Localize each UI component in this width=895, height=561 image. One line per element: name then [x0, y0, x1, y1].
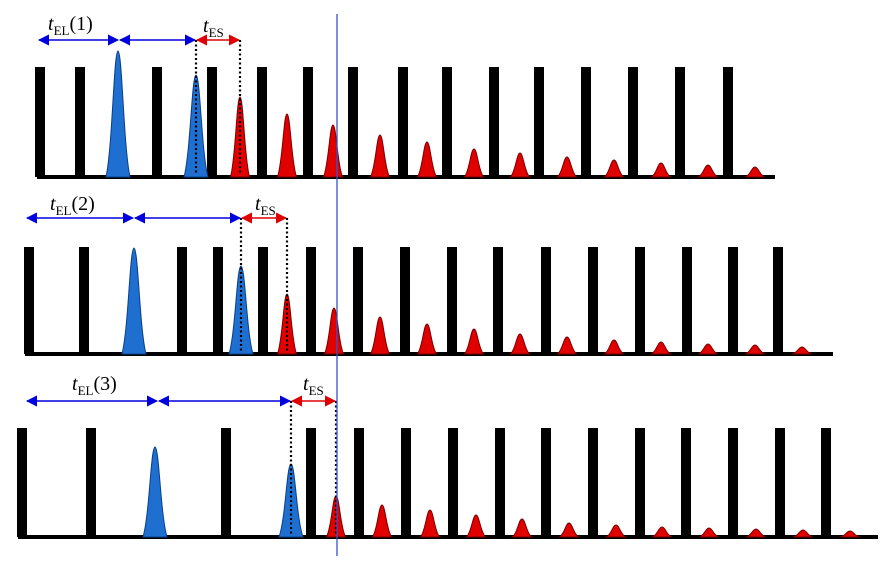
row-3-late-peak: [371, 504, 393, 538]
row-3-late-peak: [793, 529, 813, 538]
row-3-late-peak: [511, 518, 533, 538]
row-2-late-peak: [369, 316, 391, 355]
row-1-pulse-bar: [534, 67, 544, 177]
row-2-pulse-bar: [258, 247, 268, 354]
row-3-early-peak: [142, 446, 168, 538]
row-1-late-peak: [509, 152, 531, 178]
row-1-pulse-bar: [723, 67, 733, 177]
row-3-late-peak: [652, 526, 672, 538]
row-3-late-peak: [465, 514, 487, 538]
row-3-pulse-bar: [401, 428, 411, 537]
row-3-pulse-bar: [635, 428, 645, 537]
row-3-pulse-bar: [681, 428, 691, 537]
row-3-pulse-bar: [306, 428, 316, 537]
row-3-pulse-bar: [448, 428, 458, 537]
row-2-pulse-bar: [588, 247, 598, 354]
row-1-pulse-bar: [581, 67, 591, 177]
row-1-pulse-bar: [207, 67, 217, 177]
row-2-late-peak: [509, 333, 531, 355]
row-3: tEL(3) tES: [17, 373, 878, 539]
row-2-pulse-bar: [306, 247, 316, 354]
row-3-pulse-bar: [728, 428, 738, 537]
row-1: tEL(1) tES: [35, 13, 775, 179]
row-2-late-peak: [602, 339, 626, 355]
row-1-pulse-bar: [152, 67, 162, 177]
row-3-late-peak: [699, 527, 719, 538]
row-2-pulse-bar: [682, 247, 692, 354]
row-1-late-peak: [276, 113, 298, 178]
row-2-el-label: tEL(2): [50, 193, 95, 218]
row-3-late-peak: [419, 509, 441, 538]
row-3-late-peak: [604, 524, 628, 538]
row-3-es-label: tES: [303, 373, 324, 398]
row-2-early-peak: [121, 247, 147, 355]
row-2-pulse-bar: [177, 247, 187, 354]
row-3-pulse-bar: [821, 428, 831, 537]
row-1-late-peak: [322, 124, 344, 178]
row-2-pulse-bar: [493, 247, 503, 354]
row-1-late-peak: [463, 148, 485, 178]
row-2-pulse-bar: [773, 247, 783, 354]
row-3-pulse-bar: [86, 428, 96, 537]
row-3-pulse-bar: [775, 428, 785, 537]
row-2-late-peak: [556, 336, 578, 355]
row-2-pulse-bar: [541, 247, 551, 354]
row-1-late-peak: [649, 162, 673, 178]
row-2-late-peak: [649, 341, 673, 355]
row-1-pulse-bar: [75, 67, 85, 177]
row-2-late-peak: [276, 293, 298, 355]
row-1-pulse-bar: [348, 67, 358, 177]
row-3-pulse-bar: [495, 428, 505, 537]
row-3-pulse-bar: [541, 428, 551, 537]
row-2-pulse-bar: [635, 247, 645, 354]
row-1-es-label: tES: [203, 15, 224, 40]
row-1-pulse-bar: [628, 67, 638, 177]
row-1-late-peak: [745, 166, 765, 178]
row-3-pulse-bar: [354, 428, 364, 537]
row-1-pulse-bar: [675, 67, 685, 177]
row-3-late-peak: [325, 495, 347, 538]
row-2-pulse-bar: [447, 247, 457, 354]
row-2-pulse-bar: [353, 247, 363, 354]
row-3-late-peak: [840, 530, 860, 538]
row-1-pulse-bar: [398, 67, 408, 177]
row-1-pulse-bar: [489, 67, 499, 177]
row-1-late-peak: [556, 156, 578, 178]
row-2-pulse-bar: [24, 247, 34, 354]
row-2-pulse-bar: [79, 247, 89, 354]
row-2-pulse-bar: [213, 247, 223, 354]
row-3-late-peak: [746, 528, 766, 538]
row-1-late-peak: [696, 164, 720, 178]
row-1-pulse-bar: [442, 67, 452, 177]
row-2-late-peak: [416, 323, 438, 355]
row-2-pulse-bar: [400, 247, 410, 354]
row-3-el-label: tEL(3): [72, 373, 117, 398]
row-1-pulse-bar: [257, 67, 267, 177]
row-1-pulse-bar: [35, 67, 45, 177]
row-2-pulse-bar: [728, 247, 738, 354]
row-1-late-peak: [369, 134, 391, 178]
row-2-es-label: tES: [255, 193, 276, 218]
row-2-late-peak: [745, 344, 765, 355]
row-2: tEL(2) tES: [24, 193, 833, 356]
row-1-late-peak: [416, 141, 438, 178]
row-3-pulse-bar: [17, 428, 27, 537]
row-2-late-peak: [698, 343, 718, 355]
row-1-late-peak: [229, 96, 251, 178]
row-1-early-peak: [105, 50, 131, 178]
row-3-pulse-bar: [588, 428, 598, 537]
row-3-pulse-bar: [221, 428, 231, 537]
row-2-late-peak: [323, 307, 345, 355]
row-2-late-peak: [792, 346, 812, 355]
row-1-late-peak: [603, 159, 625, 178]
row-3-late-peak: [557, 522, 581, 538]
row-1-pulse-bar: [303, 67, 313, 177]
row-1-el-label: tEL(1): [48, 13, 93, 38]
row-2-late-peak: [463, 328, 485, 355]
